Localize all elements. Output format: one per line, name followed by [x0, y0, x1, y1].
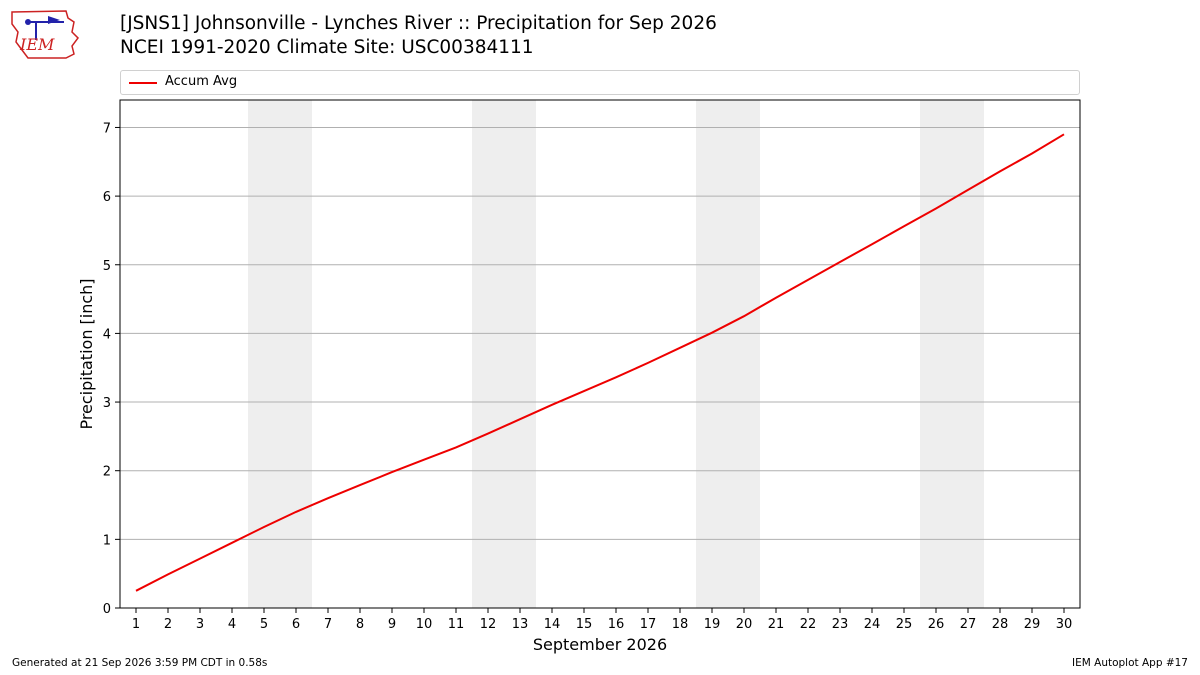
x-tick-label: 28 — [992, 617, 1009, 632]
weekend-band — [248, 100, 312, 608]
y-tick-label: 7 — [103, 121, 111, 136]
y-tick-label: 3 — [103, 396, 111, 411]
series-line-accum-avg — [135, 133, 1065, 592]
iem-logo: IEM — [11, 10, 79, 59]
x-tick-label: 2 — [164, 617, 172, 632]
x-tick-label: 27 — [960, 617, 977, 632]
legend-label: Accum Avg — [165, 74, 238, 89]
x-tick-label: 6 — [292, 617, 300, 632]
logo-text: IEM — [19, 35, 55, 54]
y-tick-label: 4 — [103, 327, 111, 342]
x-tick-label: 10 — [416, 617, 433, 632]
x-tick-label: 19 — [704, 617, 721, 632]
x-axis-label: September 2026 — [533, 635, 667, 654]
x-tick-label: 15 — [576, 617, 593, 632]
app-label: IEM Autoplot App #17 — [1072, 657, 1188, 669]
weekend-band — [696, 100, 760, 608]
x-tick-label: 7 — [324, 617, 332, 632]
plot-frame — [119, 99, 1081, 609]
x-tick-label: 14 — [544, 617, 561, 632]
x-tick-label: 22 — [800, 617, 817, 632]
y-tick-label: 6 — [103, 190, 111, 205]
weekend-band — [920, 100, 984, 608]
y-tick-label: 1 — [103, 533, 111, 548]
chart-title: [JSNS1] Johnsonville - Lynches River :: … — [120, 12, 717, 60]
x-tick-label: 5 — [260, 617, 268, 632]
y-tick-label: 0 — [103, 602, 111, 617]
x-tick-label: 18 — [672, 617, 689, 632]
legend-swatch — [129, 82, 157, 84]
legend: Accum Avg — [120, 70, 1080, 95]
x-tick-label: 20 — [736, 617, 753, 632]
y-tick-label: 5 — [103, 259, 111, 274]
x-tick-label: 12 — [480, 617, 497, 632]
x-tick-label: 1 — [132, 617, 140, 632]
x-tick-label: 17 — [640, 617, 657, 632]
x-tick-label: 16 — [608, 617, 625, 632]
x-tick-label: 25 — [896, 617, 913, 632]
x-tick-label: 4 — [228, 617, 236, 632]
x-tick-label: 13 — [512, 617, 529, 632]
x-tick-label: 3 — [196, 617, 204, 632]
x-tick-label: 26 — [928, 617, 945, 632]
y-tick-label: 2 — [103, 465, 111, 480]
x-tick-label: 11 — [448, 617, 465, 632]
x-tick-label: 8 — [356, 617, 364, 632]
x-tick-label: 24 — [864, 617, 881, 632]
title-line-1: [JSNS1] Johnsonville - Lynches River :: … — [120, 13, 717, 34]
x-tick-label: 23 — [832, 617, 849, 632]
title-line-2: NCEI 1991-2020 Climate Site: USC00384111 — [120, 37, 534, 58]
x-tick-label: 30 — [1056, 617, 1073, 632]
y-axis-label: Precipitation [inch] — [77, 278, 96, 429]
generated-timestamp: Generated at 21 Sep 2026 3:59 PM CDT in … — [12, 657, 268, 669]
x-tick-label: 29 — [1024, 617, 1041, 632]
x-tick-label: 21 — [768, 617, 785, 632]
x-tick-label: 9 — [388, 617, 396, 632]
weekend-band — [472, 100, 536, 608]
